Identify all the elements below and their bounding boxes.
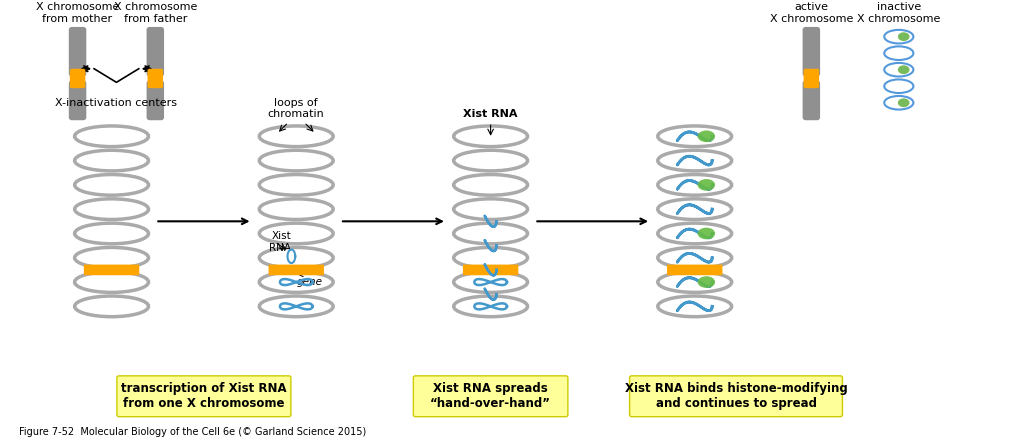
Text: Xist RNA: Xist RNA (464, 109, 518, 119)
Ellipse shape (898, 99, 909, 107)
FancyBboxPatch shape (804, 69, 819, 88)
Ellipse shape (697, 227, 715, 239)
Text: Xist
gene: Xist gene (296, 265, 323, 286)
FancyBboxPatch shape (667, 264, 722, 275)
FancyBboxPatch shape (146, 27, 164, 77)
Text: inactive
X chromosome: inactive X chromosome (857, 3, 940, 24)
Text: Xist RNA binds histone-modifying
and continues to spread: Xist RNA binds histone-modifying and con… (625, 382, 848, 410)
Text: transcription of Xist RNA
from one X chromosome: transcription of Xist RNA from one X chr… (121, 382, 287, 410)
FancyBboxPatch shape (803, 27, 820, 77)
Ellipse shape (697, 276, 715, 288)
FancyBboxPatch shape (630, 376, 843, 417)
Text: X chromosome
from father: X chromosome from father (114, 3, 197, 24)
Ellipse shape (697, 130, 715, 142)
FancyBboxPatch shape (70, 69, 85, 88)
Text: X-inactivation centers: X-inactivation centers (55, 98, 177, 108)
Text: Figure 7-52  Molecular Biology of the Cell 6e (© Garland Science 2015): Figure 7-52 Molecular Biology of the Cel… (19, 427, 367, 437)
FancyBboxPatch shape (84, 264, 139, 275)
Ellipse shape (898, 32, 909, 41)
FancyBboxPatch shape (268, 264, 324, 275)
Text: X chromosome
from mother: X chromosome from mother (36, 3, 119, 24)
FancyBboxPatch shape (463, 264, 518, 275)
Text: Xist RNA spreads
“hand-over-hand”: Xist RNA spreads “hand-over-hand” (430, 382, 551, 410)
FancyBboxPatch shape (414, 376, 568, 417)
FancyBboxPatch shape (69, 81, 86, 120)
FancyBboxPatch shape (147, 69, 163, 88)
FancyBboxPatch shape (117, 376, 291, 417)
FancyBboxPatch shape (803, 81, 820, 120)
FancyBboxPatch shape (69, 27, 86, 77)
Ellipse shape (697, 179, 715, 191)
Ellipse shape (898, 65, 909, 74)
FancyBboxPatch shape (146, 81, 164, 120)
Text: loops of
chromatin: loops of chromatin (268, 98, 325, 119)
Text: Xist
RNA: Xist RNA (269, 231, 292, 253)
Text: active
X chromosome: active X chromosome (770, 3, 853, 24)
